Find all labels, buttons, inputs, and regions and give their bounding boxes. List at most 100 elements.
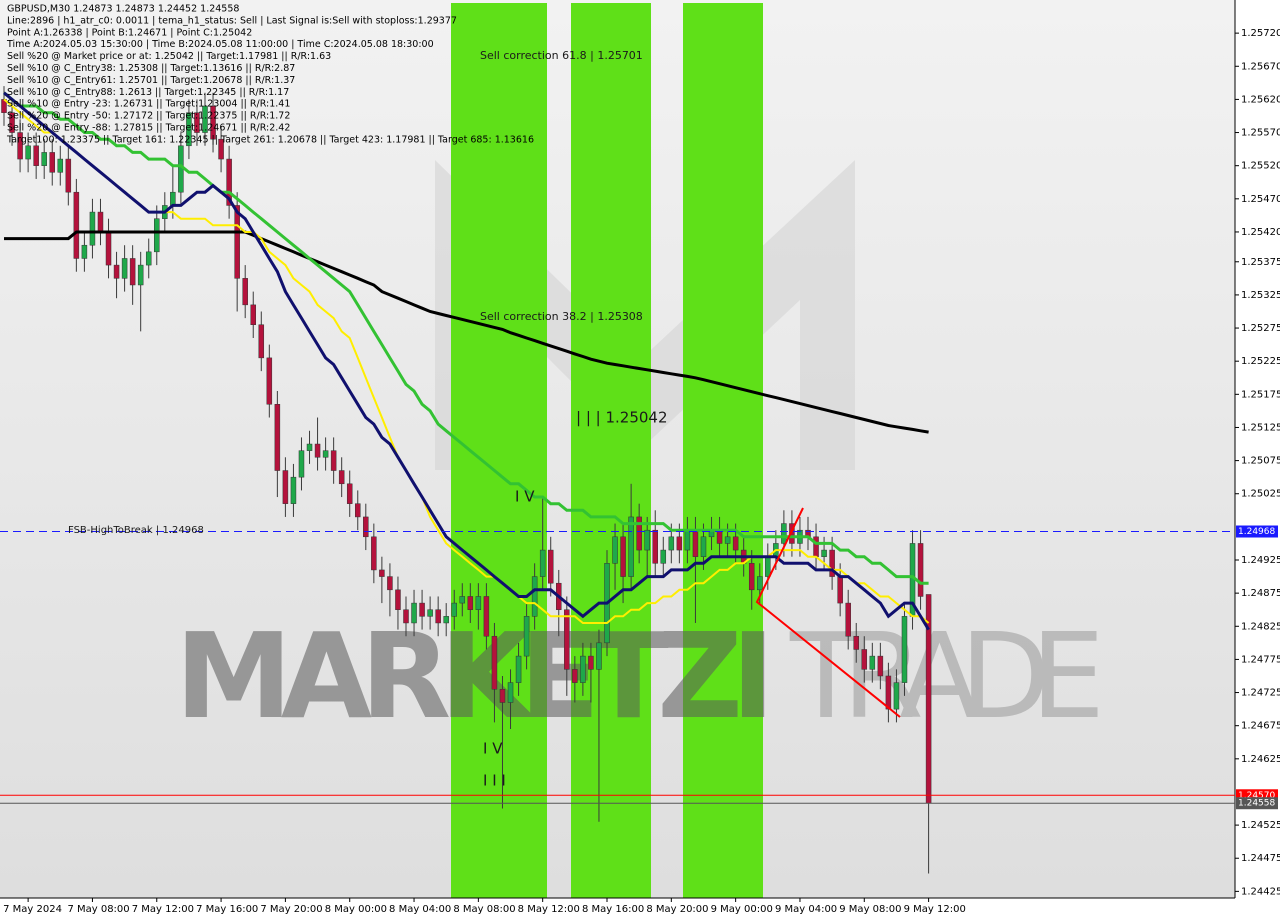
x-tick-label: 8 May 04:00 [389,904,451,915]
candle-body [443,616,449,624]
y-tick-label: 1.24725 [1241,688,1280,699]
candle-body [371,536,377,571]
x-tick-label: 9 May 00:00 [711,904,773,915]
candle-body [338,470,345,485]
candle-body [427,609,433,617]
candle-body [266,357,273,405]
y-tick-label: 1.25520 [1241,161,1280,172]
y-tick-label: 1.25125 [1241,422,1280,433]
price-box [1236,525,1278,538]
candle-body [419,602,425,617]
x-tick-label: 7 May 08:00 [67,904,129,915]
candle-body [226,158,232,206]
candle-body [73,191,80,259]
x-tick-label: 8 May 00:00 [325,904,387,915]
candle-body [121,258,128,279]
candle-body [837,576,843,604]
candle-body [596,642,602,670]
candle-body [499,688,506,703]
indicator-line [4,230,929,434]
annotation: I V [515,488,535,506]
y-tick-label: 1.25275 [1241,323,1280,334]
candle-body [194,112,200,133]
candle-body [105,231,112,266]
candle-body [523,616,530,657]
y-tick-label: 1.25225 [1241,356,1280,367]
candle-body [290,476,297,504]
annotation: Sell correction 38.2 | 1.25308 [480,310,643,323]
y-tick-label: 1.24775 [1241,654,1280,665]
annotation: I I I [483,772,506,790]
candle-body [17,132,23,160]
candle-body [298,450,305,478]
x-tick-label: 8 May 16:00 [582,904,644,915]
x-tick-label: 7 May 20:00 [260,904,322,915]
y-tick-label: 1.24825 [1241,621,1280,632]
candle-body [716,529,723,544]
candle-body [451,602,457,617]
candle-body [748,563,755,591]
y-tick-label: 1.25325 [1241,290,1280,301]
annotation: FSB-HighToBreak | 1.24968 [68,525,204,536]
candle-body [242,278,248,306]
candle-body [218,138,224,160]
time-axis [0,898,1280,920]
price-label: 1.24570 [1238,791,1275,801]
y-tick-label: 1.25025 [1241,489,1280,500]
candle-body [250,304,256,325]
candle-body [81,244,88,259]
candle-body [668,536,675,551]
candle-body [379,569,385,577]
y-tick-label: 1.25175 [1241,389,1280,400]
candle-body [620,536,626,577]
candle-body [507,682,514,703]
candle-body [813,536,819,557]
y-tick-label: 1.24625 [1241,754,1280,765]
candle-body [588,655,594,670]
candle-body [861,649,868,670]
candle-body [363,516,369,538]
watermark: MARKETZI TRADE [175,607,1105,745]
candle-body [724,536,731,544]
y-tick-label: 1.24475 [1241,853,1280,864]
info-line: Sell %10 @ C_Entry38: 1.25308 || Target:… [7,63,295,74]
candle-body [9,112,15,133]
y-tick-label: 1.24525 [1241,820,1280,831]
price-box [1236,797,1278,810]
info-line: Sell %10 @ C_Entry61: 1.25701 || Target:… [7,75,295,86]
info-line: Line:2896 | h1_atr_c0: 0.0011 | tema_h1_… [7,15,457,26]
watermark-text: TRADE [789,607,1105,745]
candle-body [547,549,554,584]
candle-body [885,675,892,710]
candle-body [41,152,47,166]
candle-body [572,669,578,683]
info-line: Point A:1.26338 | Point B:1.24671 | Poin… [7,27,252,38]
x-tick-label: 7 May 16:00 [196,904,258,915]
candle-body [660,549,667,564]
candle-body [652,529,658,564]
candle-body [89,211,96,246]
info-line: Sell %10 @ C_Entry88: 1.2613 || Target:1… [7,87,289,98]
x-tick-label: 9 May 04:00 [775,904,837,915]
candle-body [676,536,683,551]
candle-body [821,549,827,557]
y-tick-label: 1.25075 [1241,456,1280,467]
candle-body [765,556,771,577]
candle-body [692,529,699,557]
candle-body [113,264,120,279]
candle-body [757,576,763,591]
candle-body [531,576,538,617]
x-tick-label: 7 May 12:00 [132,904,194,915]
candle-body [282,470,289,504]
pattern-line [755,507,901,718]
x-tick-label: 8 May 20:00 [646,904,708,915]
candle-body [459,596,466,604]
candle-body [170,191,176,206]
candle-body [853,635,859,650]
candle-body [877,655,884,677]
candle-body [700,536,707,557]
candle-body [636,516,642,551]
indicator-line [3,91,929,585]
candle-body [306,443,313,451]
watermark-text: MARKETZI [175,607,775,745]
